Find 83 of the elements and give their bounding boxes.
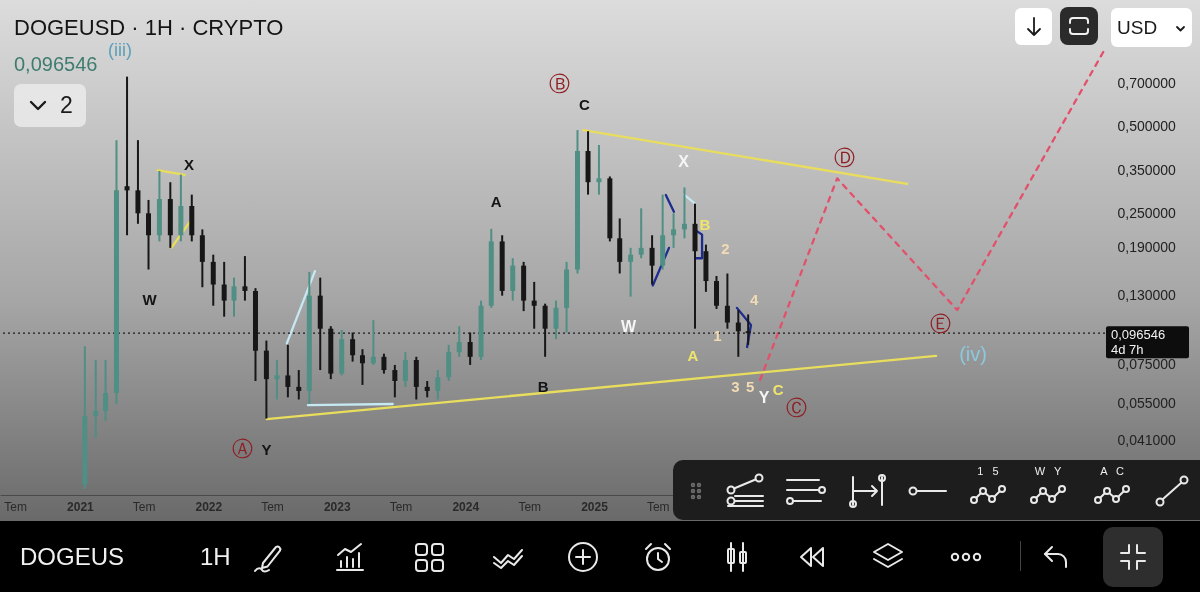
- candlestick: [146, 198, 152, 271]
- candlestick: [531, 280, 537, 330]
- candlestick: [402, 351, 408, 388]
- annotation: Ⓑ: [548, 72, 570, 96]
- candlestick: [93, 358, 99, 439]
- candlestick: [221, 260, 227, 318]
- x-tick-label: Tem: [389, 499, 413, 514]
- ref-line-label: 0,096546 4d 7h: [1111, 327, 1166, 358]
- annotation: W Y: [1034, 465, 1062, 477]
- annotation: 5: [745, 377, 755, 395]
- y-tick-label: 0,700000: [1117, 75, 1177, 92]
- x-tick-label: 2025: [581, 499, 609, 514]
- annotation: W: [621, 317, 638, 335]
- annotation: (iii): [108, 39, 133, 60]
- x-tick-label: Tem: [132, 499, 156, 514]
- x-tick-label: 2022: [195, 499, 223, 514]
- candlestick: [242, 255, 248, 302]
- text: DOGEUSD · 1H · CRYPTO: [14, 15, 284, 40]
- candlestick: [381, 352, 387, 375]
- y-tick-label: 0,130000: [1117, 287, 1177, 304]
- candlestick: [628, 246, 634, 298]
- candlestick: [638, 207, 644, 260]
- currency-dropdown: USD: [1111, 8, 1192, 47]
- candlestick: [456, 325, 462, 358]
- text: 0,096546: [14, 53, 98, 75]
- annotation: Y: [261, 440, 272, 458]
- candlestick: [231, 276, 237, 318]
- y-tick-label: 0,250000: [1117, 204, 1177, 221]
- candlestick: [103, 358, 109, 423]
- annotation: W: [142, 290, 158, 308]
- x-tick-label: Tem: [261, 499, 284, 514]
- annotation: 1 5: [976, 465, 1000, 477]
- candlestick: [124, 75, 130, 237]
- x-tick-label: Tem: [518, 499, 542, 514]
- candlestick: [210, 253, 216, 307]
- candlestick: [671, 212, 677, 249]
- x-tick-label: 2024: [452, 499, 480, 514]
- candlestick: [392, 363, 398, 399]
- candlestick: [285, 343, 291, 399]
- candlestick: [596, 144, 602, 196]
- candlestick: [649, 234, 655, 286]
- annotation: Ⓓ: [833, 146, 855, 170]
- annotation: C: [579, 96, 591, 114]
- y-tick-label: 0,500000: [1117, 117, 1177, 134]
- y-tick-label: 0,350000: [1117, 162, 1177, 179]
- x-tick-label: 2021: [67, 499, 95, 514]
- y-tick-label: 0,190000: [1117, 239, 1177, 256]
- candlestick: [274, 358, 280, 401]
- dropdown-button: 2: [14, 84, 86, 127]
- candlestick: [617, 217, 623, 275]
- bottom-menu: DOGEUS 1H: [0, 521, 1200, 592]
- candlestick: [135, 139, 141, 225]
- annotation: B: [537, 377, 549, 395]
- annotation: 2: [60, 92, 73, 118]
- annotation: X: [183, 155, 194, 173]
- annotation: A: [490, 192, 502, 210]
- annotation: 3: [731, 377, 740, 395]
- annotation: A: [687, 346, 699, 364]
- annotation: 1: [713, 326, 722, 344]
- annotation: B: [699, 215, 711, 233]
- candlestick: [296, 369, 302, 401]
- y-tick-label: 0,075000: [1117, 356, 1177, 373]
- candlestick: [370, 319, 376, 366]
- annotation: Y: [758, 388, 770, 406]
- candlestick: [359, 348, 365, 386]
- line-series: [758, 50, 1105, 382]
- annotation: Ⓔ: [929, 312, 951, 336]
- annotation: C: [772, 380, 784, 398]
- annotation: Ⓐ: [231, 436, 253, 460]
- x-tick-label: Tem: [4, 499, 27, 514]
- y-tick-label: 0,055000: [1117, 395, 1177, 412]
- annotation: 2: [721, 239, 730, 257]
- candlestick: [435, 369, 441, 401]
- annotation: A C: [1099, 465, 1125, 477]
- annotation: (iv): [959, 342, 987, 365]
- drawing-tools: 1 5 W Y A C: [673, 460, 1200, 520]
- annotation: Ⓒ: [785, 395, 807, 419]
- x-tick-label: Tem: [646, 499, 670, 514]
- annotation: 4: [749, 291, 759, 309]
- candlestick: [553, 299, 559, 341]
- x-tick-label: 2023: [323, 499, 351, 514]
- y-tick-label: 0,041000: [1117, 432, 1177, 449]
- candlestick: [724, 272, 730, 330]
